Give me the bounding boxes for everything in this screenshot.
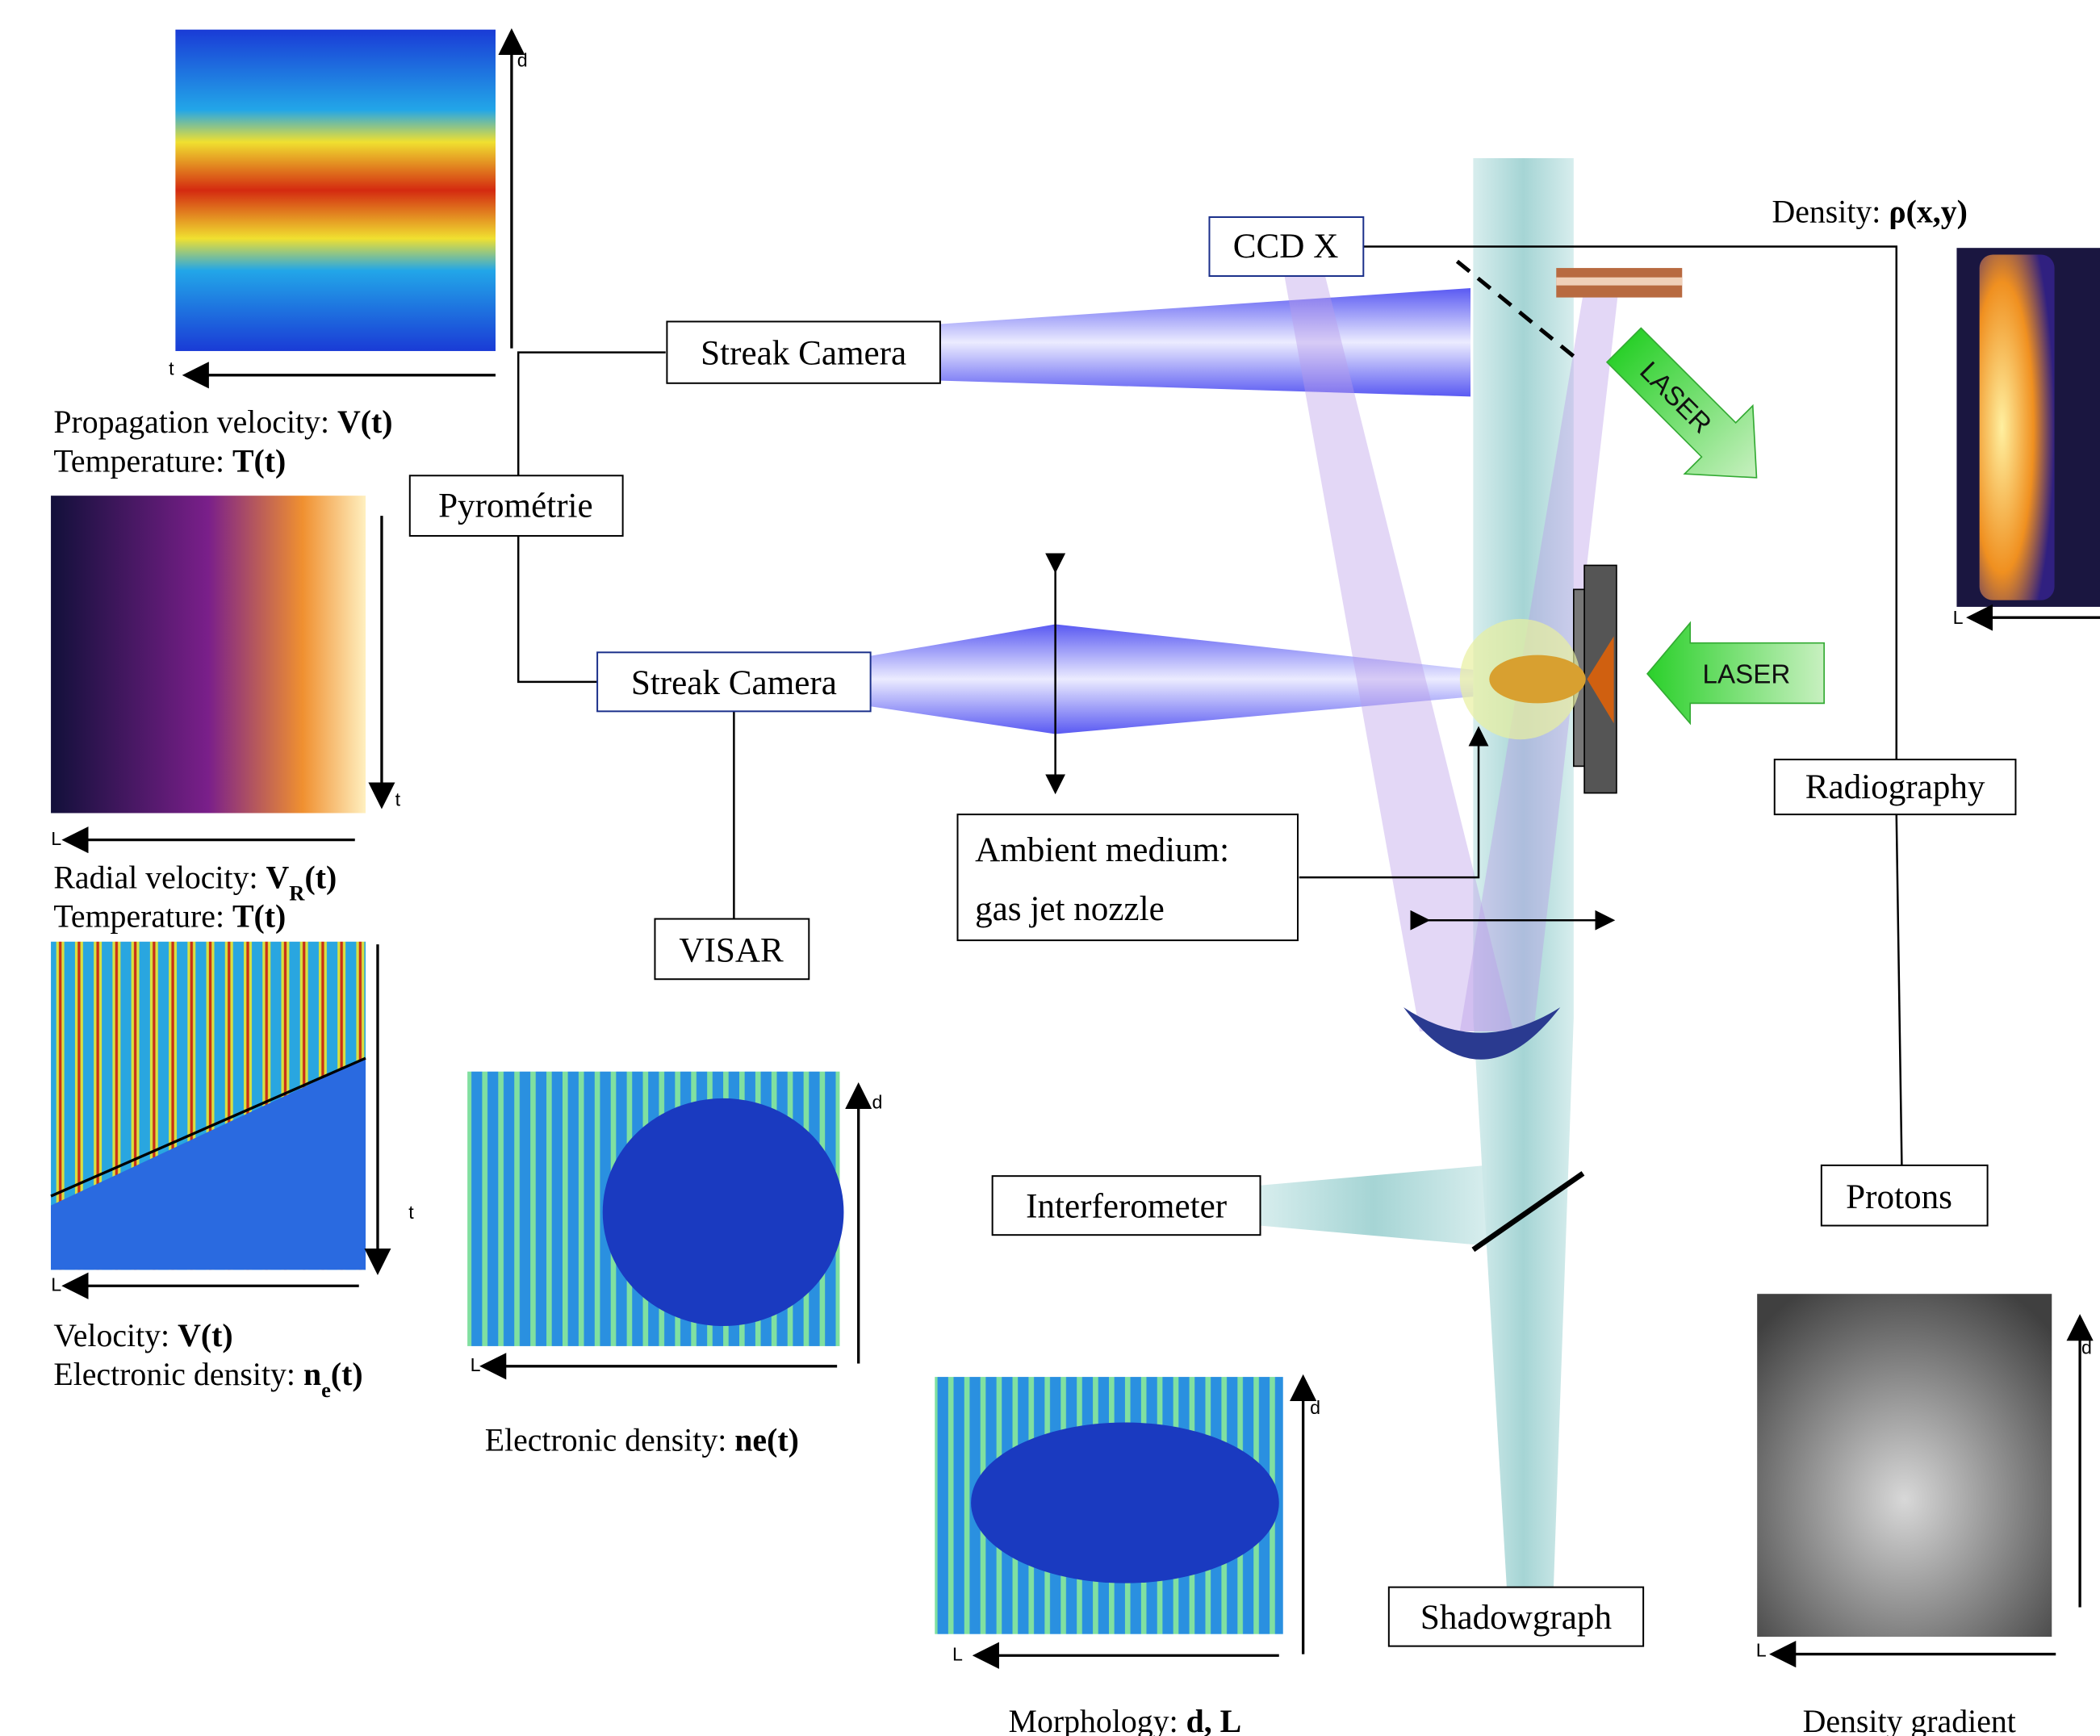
caption: Temperature: T(t) (53, 899, 286, 935)
caption-part: V(t) (178, 1318, 233, 1353)
caption-part: T(t) (232, 443, 286, 479)
axis-label: t (408, 1202, 414, 1223)
axis-label: L (1953, 607, 1964, 628)
image (175, 30, 496, 351)
streak-camera: Streak Camera (631, 664, 837, 702)
laser-label: LASER (1703, 659, 1791, 689)
target (1556, 278, 1682, 286)
caption-part: V(t) (337, 404, 393, 440)
caption-part: V (266, 860, 290, 895)
streak-beam (938, 288, 1470, 396)
plasma-core (1489, 655, 1585, 704)
caption-part: (t) (331, 1357, 363, 1392)
caption: Morphology: d, L (1009, 1704, 1242, 1736)
caption-part: Velocity: (53, 1318, 178, 1353)
caption-part: Density: (1772, 195, 1889, 230)
axis-label: L (51, 1274, 61, 1295)
caption-part: (t) (304, 860, 337, 895)
caption-part: ne(t) (734, 1422, 799, 1458)
image (603, 1098, 844, 1326)
visar: VISAR (679, 932, 784, 970)
caption-part: T(t) (232, 899, 286, 935)
caption-part: Density gradient (1803, 1704, 2016, 1736)
image (971, 1423, 1279, 1583)
axis-label: L (471, 1354, 481, 1375)
caption-part: R (289, 881, 305, 905)
interferometer: Interferometer (1026, 1188, 1227, 1226)
axis-label: L (1756, 1639, 1767, 1660)
caption: Density gradient (1803, 1704, 2016, 1736)
caption-part: d, L (1186, 1704, 1242, 1736)
axis-label: d (1310, 1397, 1320, 1418)
caption-part: Temperature: (53, 899, 232, 935)
caption-part: Propagation velocity: (53, 404, 337, 440)
caption: Electronic density: ne(t) (53, 1357, 362, 1402)
axis-label: L (51, 828, 61, 849)
axis-label: d (2081, 1337, 2092, 1357)
caption-part: e (321, 1378, 331, 1402)
caption-part: Radial velocity: (53, 860, 266, 895)
caption: Electronic density: ne(t) (485, 1422, 799, 1458)
ambient-medium: gas jet nozzle (975, 890, 1165, 928)
ccd-x: CCD X (1233, 228, 1339, 266)
caption-part: ρ(x,y) (1889, 195, 1968, 230)
caption-part: n (303, 1357, 321, 1392)
caption: Velocity: V(t) (53, 1318, 232, 1353)
caption-part: Temperature: (53, 443, 232, 479)
caption-part: Morphology: (1009, 1704, 1186, 1736)
diagram: LASER LASER CCD X Streak Camera Pyrométr… (0, 0, 2100, 1736)
caption: Density: ρ(x,y) (1772, 195, 1967, 230)
wire (1897, 814, 1902, 1165)
caption-part: Electronic density: (485, 1422, 735, 1458)
caption: Propagation velocity: V(t) (53, 404, 392, 440)
image (1980, 254, 2055, 600)
ambient-medium: Ambient medium: (975, 831, 1229, 869)
laser-arrow: LASER (1590, 311, 1791, 512)
axis-label: L (952, 1643, 963, 1664)
streak-camera: Streak Camera (701, 335, 906, 373)
pyrometrie: Pyrométrie (438, 487, 593, 525)
protons: Protons (1846, 1178, 1952, 1216)
caption: Temperature: T(t) (53, 443, 286, 479)
interf-beam (1261, 1165, 1487, 1246)
axis-label: d (872, 1092, 882, 1113)
shadowgraph: Shadowgraph (1420, 1599, 1612, 1637)
radiography: Radiography (1805, 768, 1985, 806)
axis-label: t (395, 789, 401, 810)
caption-part: Electronic density: (53, 1357, 303, 1392)
image (51, 496, 366, 813)
axis-label: d (517, 50, 528, 71)
image (1757, 1294, 2052, 1637)
axis-label: t (169, 358, 174, 379)
